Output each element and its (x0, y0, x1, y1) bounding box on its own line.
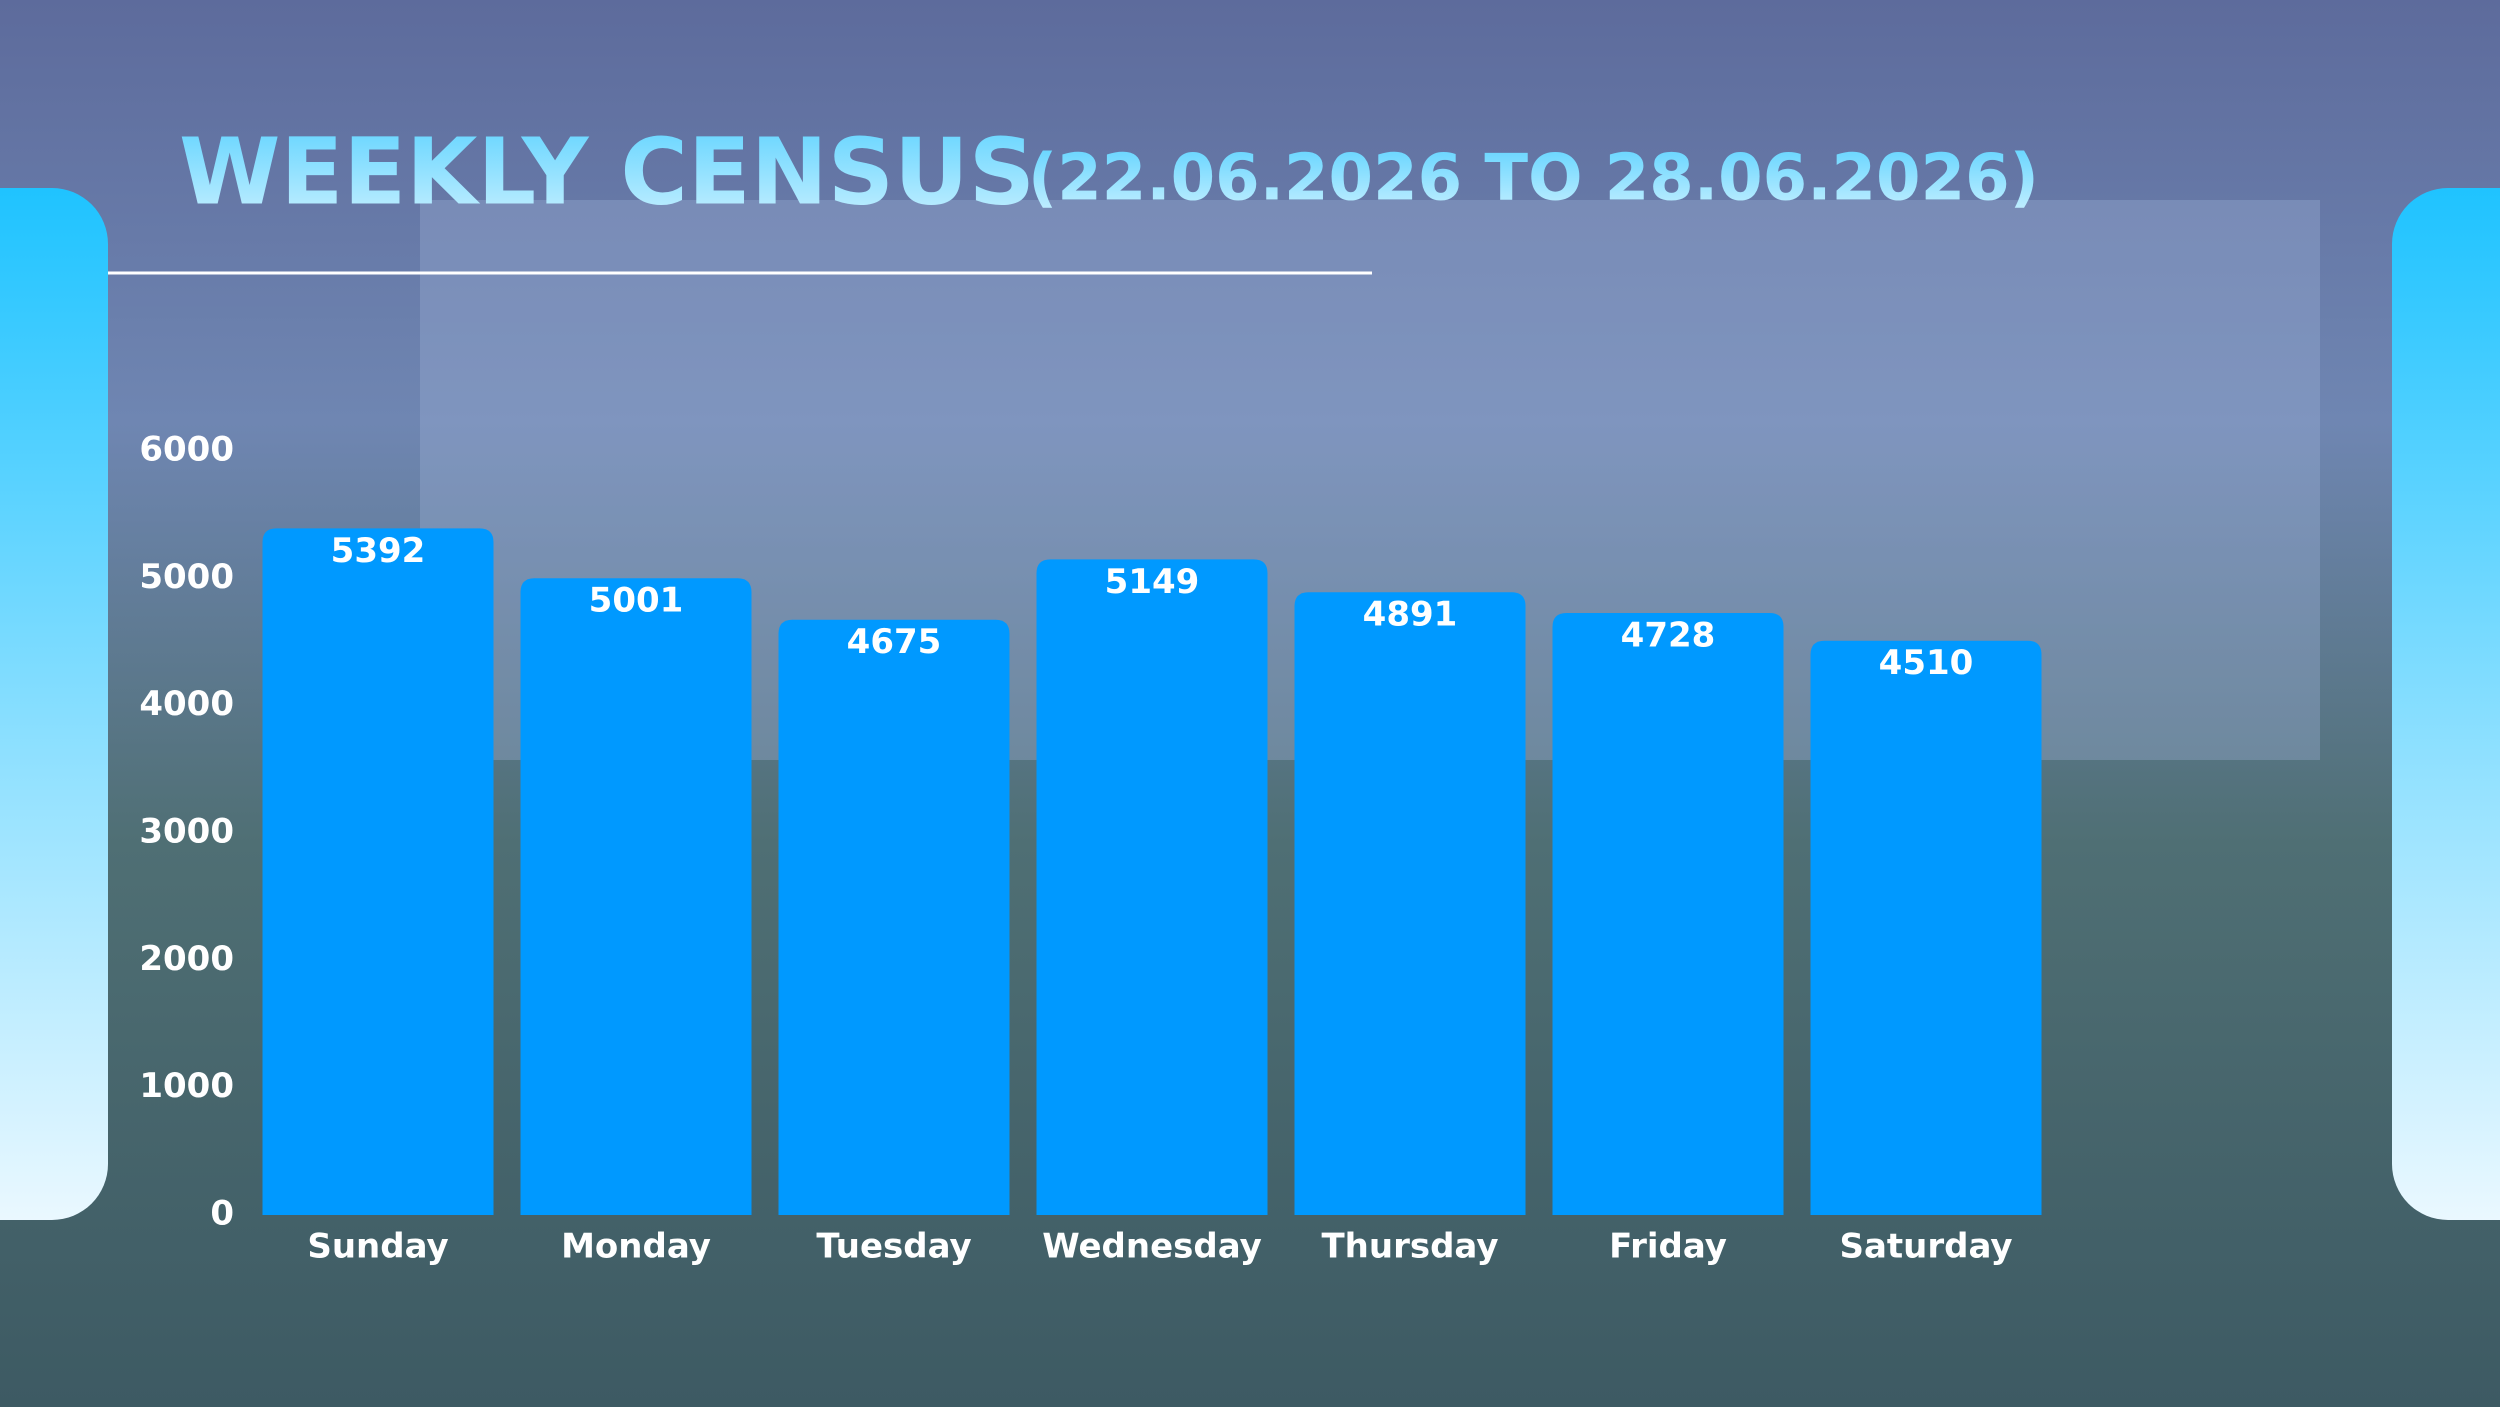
chart-title: WEEKLY CENSUS (179, 118, 1035, 225)
x-tick-label: Thursday (1321, 1227, 1498, 1267)
value-label: 4510 (1879, 643, 1974, 683)
right-pill (2392, 188, 2500, 1220)
bar (1810, 640, 2042, 1215)
left-pill (0, 188, 108, 1220)
x-tick-label: Tuesday (816, 1227, 971, 1267)
value-label: 4891 (1363, 595, 1458, 635)
value-label: 4675 (847, 622, 942, 662)
bar (778, 619, 1010, 1215)
y-tick-label: 2000 (139, 939, 234, 979)
y-tick-label: 6000 (139, 430, 234, 470)
x-tick-label: Sunday (307, 1227, 448, 1267)
chart-subtitle: (22.06.2026 TO 28.06.2026) (1028, 142, 2039, 216)
y-tick-label: 3000 (139, 812, 234, 852)
y-tick-label: 5000 (139, 557, 234, 597)
bar (520, 578, 752, 1215)
value-label: 5001 (589, 581, 684, 621)
y-tick-label: 4000 (139, 684, 234, 724)
x-tick-label: Friday (1609, 1227, 1727, 1267)
y-tick-label: 1000 (139, 1066, 234, 1106)
y-tick-label: 0 (210, 1194, 234, 1234)
x-tick-label: Saturday (1839, 1227, 2012, 1267)
x-tick-label: Monday (561, 1227, 711, 1267)
value-label: 5149 (1105, 562, 1200, 602)
bar (1036, 559, 1268, 1215)
value-label: 4728 (1621, 615, 1716, 655)
bar (1294, 592, 1526, 1215)
value-label: 5392 (331, 531, 426, 571)
bar (262, 528, 494, 1215)
x-tick-label: Wednesday (1042, 1227, 1262, 1267)
bar (1552, 612, 1784, 1215)
